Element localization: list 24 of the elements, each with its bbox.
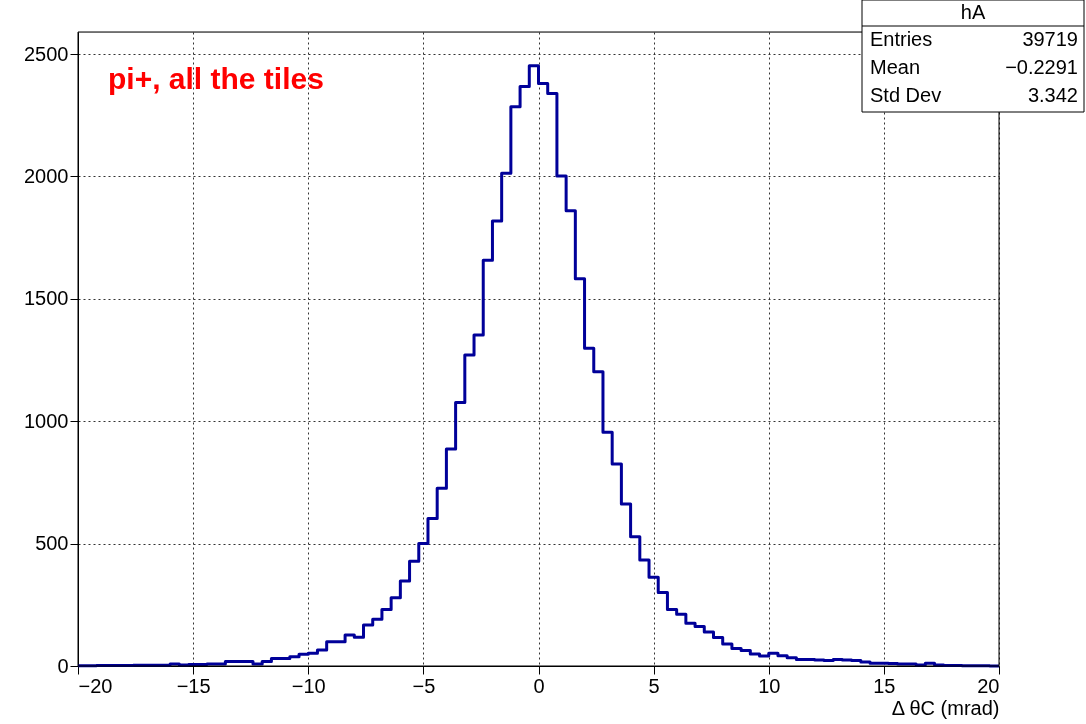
annotation: Entries [870, 28, 933, 50]
text: −0.2291 [1005, 56, 1078, 78]
y-tick-label: 2500 [24, 42, 69, 65]
text: 3.342 [1027, 84, 1078, 106]
y-tick-label: 0 [57, 654, 69, 677]
y-tick-label: 1500 [24, 287, 69, 310]
x-tick-label: 20 [977, 674, 1000, 697]
x-tick-label: −10 [291, 674, 326, 697]
x-tick-label: −15 [176, 674, 211, 697]
x-tick-label: 15 [873, 674, 896, 697]
annotation: pi+, all the tiles [108, 62, 324, 95]
text: hA [960, 1, 986, 23]
x-tick-label: −20 [78, 674, 113, 697]
y-tick-label: 1000 [24, 409, 69, 432]
x-tick-label: −5 [412, 674, 436, 697]
y-tick-label: 2000 [24, 164, 69, 187]
annotation: Std Dev [870, 84, 942, 106]
x-axis-title: Δ θC (mrad) [891, 696, 1000, 719]
x-tick-label: 0 [533, 674, 545, 697]
annotation: Mean [870, 56, 921, 78]
text: 39719 [1022, 28, 1078, 50]
x-tick-label: 10 [758, 674, 781, 697]
y-tick-label: 500 [35, 532, 69, 555]
x-tick-label: 5 [648, 674, 660, 697]
